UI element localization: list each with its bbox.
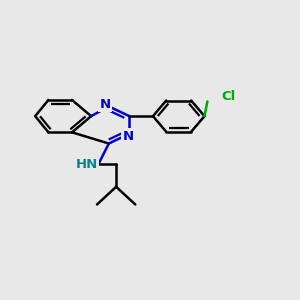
Text: N: N [122,130,134,143]
Text: Cl: Cl [221,91,235,103]
Text: HN: HN [76,158,98,171]
Text: N: N [100,98,111,111]
